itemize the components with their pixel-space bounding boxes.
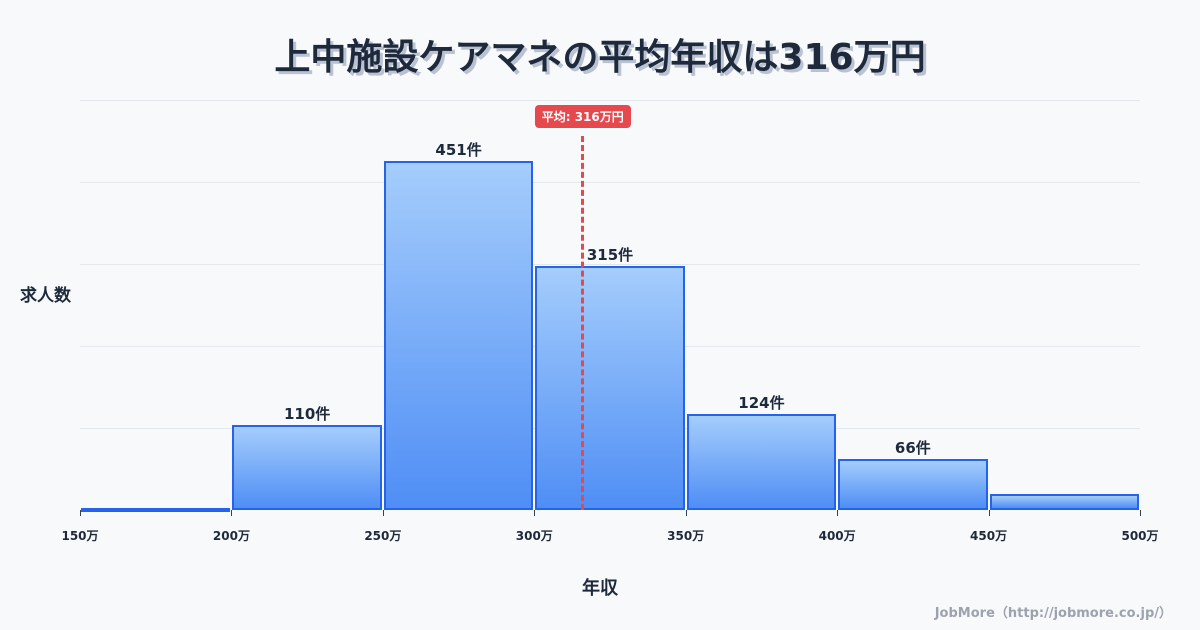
histogram-bar: [686, 414, 837, 510]
plot-area: 110件 451件 315件 124件 66件 平均: 316万円: [80, 100, 1140, 512]
x-tick-label: 350万: [667, 529, 705, 543]
histogram-bar: [383, 161, 534, 510]
bar-value-label: 451件: [435, 141, 482, 160]
histogram-bar: [535, 266, 685, 510]
gridline: [80, 182, 1140, 183]
source-credit: JobMore（http://jobmore.co.jp/）: [934, 606, 1172, 621]
bar-value-label: 66件: [894, 438, 931, 457]
gridline: [80, 264, 1140, 265]
x-tick-label: 200万: [212, 529, 250, 543]
x-tick: [837, 510, 839, 516]
x-axis-label: 年収: [582, 578, 618, 599]
x-tick: [80, 510, 81, 516]
x-tick-label: 400万: [818, 529, 856, 543]
y-axis-label: 求人数: [20, 286, 71, 306]
mean-badge: 平均: 316万円: [534, 105, 631, 128]
x-tick-label: 500万: [1121, 529, 1159, 543]
bar-value-label: 124件: [738, 394, 785, 413]
x-tick-label: 250万: [364, 529, 402, 543]
bar-value-label: 315件: [586, 246, 634, 265]
bar-value-label: 110件: [283, 404, 331, 423]
x-tick-label: 150万: [61, 529, 99, 543]
gridline: [80, 100, 1140, 101]
histogram-bar: [989, 493, 1139, 510]
x-tick: [685, 510, 687, 516]
histogram-bar: [838, 458, 988, 510]
chart-title: 上中施設ケアマネの平均年収は316万円: [274, 37, 926, 78]
x-tick: [988, 510, 990, 516]
histogram-bar: [81, 508, 231, 512]
x-tick: [382, 510, 384, 516]
x-tick: [231, 510, 233, 516]
x-tick-label: 300万: [515, 529, 553, 543]
x-tick: [534, 510, 536, 516]
x-tick-label: 450万: [970, 529, 1008, 543]
histogram-bar: [232, 424, 382, 510]
x-tick: [1140, 510, 1141, 516]
mean-line: [581, 136, 585, 510]
